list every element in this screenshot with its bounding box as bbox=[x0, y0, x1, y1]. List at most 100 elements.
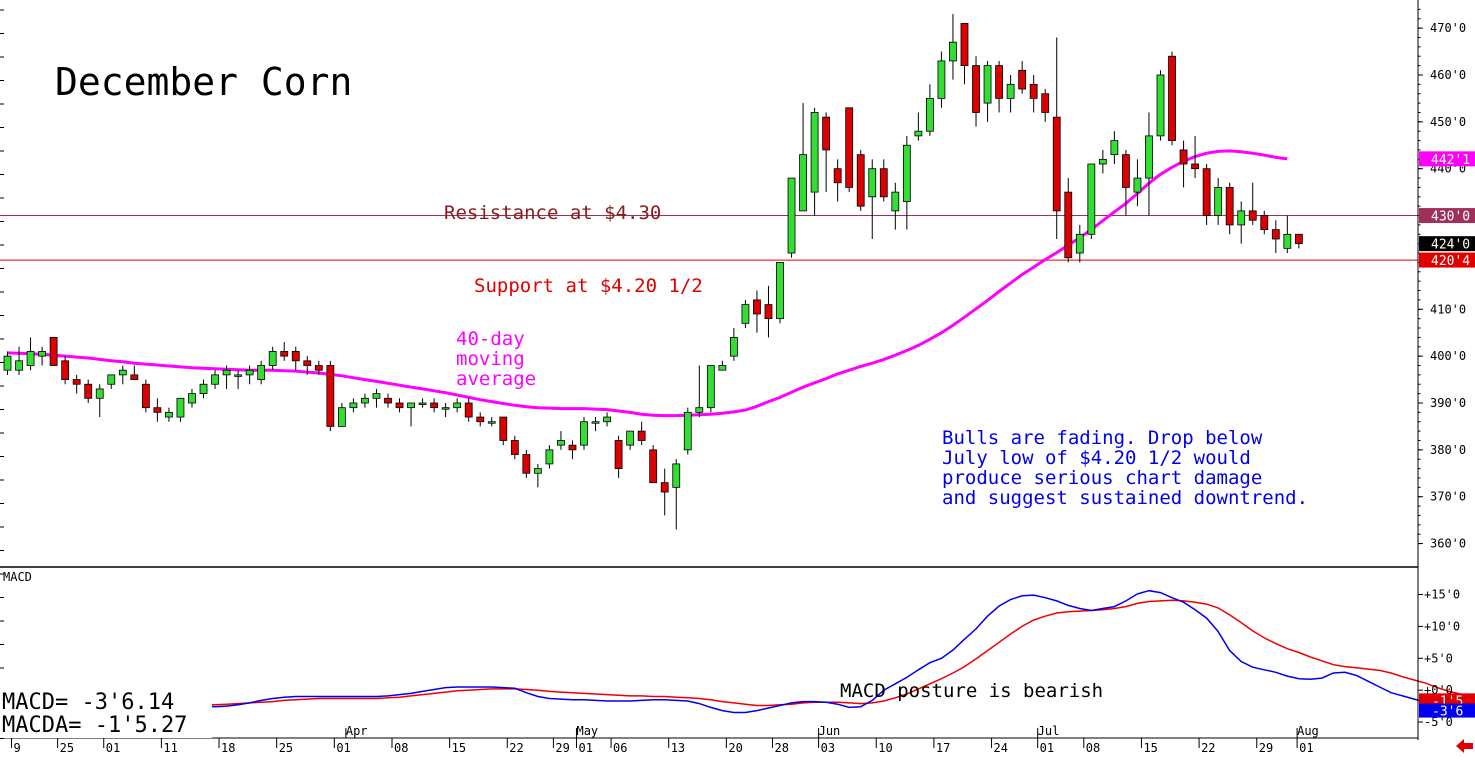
candle-body bbox=[1099, 159, 1106, 164]
candle-body bbox=[119, 370, 126, 375]
candle-body bbox=[1134, 178, 1141, 192]
candle-body bbox=[581, 422, 588, 445]
date-tick-label: 06 bbox=[613, 741, 627, 755]
price-tick-label: 370'0 bbox=[1430, 490, 1466, 504]
date-tick-label: 9 bbox=[14, 741, 21, 755]
macd-panel-label: MACD bbox=[3, 570, 32, 584]
date-tick-label: 28 bbox=[774, 741, 788, 755]
candle-body bbox=[1145, 136, 1152, 178]
candle-body bbox=[1053, 117, 1060, 211]
candle-body bbox=[788, 178, 795, 253]
candle-body bbox=[1238, 211, 1245, 225]
bulls-note-line2: July low of $4.20 1/2 would bbox=[942, 447, 1251, 469]
candle-body bbox=[350, 403, 357, 408]
date-tick-label: 11 bbox=[163, 741, 177, 755]
price-tick-label: 470'0 bbox=[1430, 21, 1466, 35]
date-tick-label: 25 bbox=[279, 741, 293, 755]
price-tag-label: 430'0 bbox=[1431, 210, 1470, 225]
date-tick-label: 29 bbox=[1259, 741, 1273, 755]
date-tick-label: 01 bbox=[106, 741, 120, 755]
candle bbox=[1203, 164, 1210, 225]
macd-note: MACD posture is bearish bbox=[840, 680, 1103, 702]
candle-body bbox=[50, 337, 57, 365]
date-tick-label: 18 bbox=[221, 741, 235, 755]
candle-body bbox=[604, 417, 611, 422]
candle-body bbox=[292, 351, 299, 360]
macd-tick-label: +5'0 bbox=[1424, 651, 1453, 665]
candle-body bbox=[165, 412, 172, 417]
candle-body bbox=[223, 370, 230, 375]
candle bbox=[788, 178, 795, 258]
macd-tick-label: +15'0 bbox=[1424, 588, 1460, 602]
candle-body bbox=[338, 408, 345, 427]
candle-body bbox=[431, 403, 438, 408]
candle-body bbox=[27, 351, 34, 365]
date-tick-label: 24 bbox=[994, 741, 1008, 755]
candle-body bbox=[984, 66, 991, 103]
candle-body bbox=[281, 351, 288, 356]
candle bbox=[1169, 52, 1176, 146]
candle-body bbox=[592, 422, 599, 424]
macd-tag-label: -3'6 bbox=[1432, 705, 1463, 720]
macda-readout: MACDA= -1'5.27 bbox=[2, 713, 187, 738]
month-label: Aug bbox=[1297, 724, 1319, 738]
candle-body bbox=[765, 305, 772, 319]
candle-body bbox=[315, 366, 322, 371]
candle-body bbox=[16, 361, 23, 370]
candle-body bbox=[142, 384, 149, 407]
ma-label-line3: average bbox=[456, 368, 536, 390]
candle-body bbox=[327, 366, 334, 427]
ma-label-line1: 40-day bbox=[456, 328, 525, 350]
candle-body bbox=[811, 112, 818, 192]
price-tick-label: 390'0 bbox=[1430, 396, 1466, 410]
candle-body bbox=[696, 408, 703, 413]
candle-body bbox=[523, 455, 530, 474]
macd-tick-label: +10'0 bbox=[1424, 619, 1460, 633]
candle-body bbox=[465, 403, 472, 417]
candle-body bbox=[915, 131, 922, 136]
candle-body bbox=[777, 262, 784, 318]
candle-body bbox=[1261, 216, 1268, 230]
date-tick-label: 15 bbox=[452, 741, 466, 755]
candle-body bbox=[730, 337, 737, 356]
candle-body bbox=[1180, 150, 1187, 164]
candle-body bbox=[926, 98, 933, 131]
bulls-note-line1: Bulls are fading. Drop below bbox=[942, 427, 1263, 449]
date-tick-label: 17 bbox=[936, 741, 950, 755]
candle-body bbox=[39, 351, 46, 356]
candle-body bbox=[131, 375, 138, 380]
candle-body bbox=[1226, 187, 1233, 224]
bulls-note-line4: and suggest sustained downtrend. bbox=[942, 487, 1308, 509]
candle bbox=[777, 262, 784, 323]
candle-body bbox=[408, 403, 415, 408]
candle-body bbox=[903, 145, 910, 201]
candle bbox=[1157, 70, 1164, 140]
candle-body bbox=[304, 361, 311, 366]
candle bbox=[50, 337, 57, 365]
date-tick-label: 25 bbox=[60, 741, 74, 755]
candle-body bbox=[235, 375, 242, 377]
candle-body bbox=[1249, 211, 1256, 220]
date-tick-label: 01 bbox=[1299, 741, 1313, 755]
month-label: Jul bbox=[1038, 724, 1060, 738]
candle-body bbox=[719, 366, 726, 371]
candle-body bbox=[661, 483, 668, 492]
candle bbox=[142, 380, 149, 413]
candle-body bbox=[477, 417, 484, 422]
price-tag-label: 442'1 bbox=[1431, 153, 1470, 168]
candle-body bbox=[846, 108, 853, 188]
candle-body bbox=[684, 412, 691, 449]
chart-title: December Corn bbox=[55, 60, 352, 104]
candle bbox=[684, 408, 691, 455]
candle-body bbox=[834, 169, 841, 183]
candle-body bbox=[627, 431, 634, 445]
candle-body bbox=[96, 389, 103, 398]
candle bbox=[846, 108, 853, 192]
candle-body bbox=[1088, 164, 1095, 234]
candle-body bbox=[673, 464, 680, 487]
candle-body bbox=[511, 440, 518, 454]
date-tick-label: 29 bbox=[555, 741, 569, 755]
price-tick-label: 360'0 bbox=[1430, 537, 1466, 551]
candle-body bbox=[442, 408, 449, 410]
